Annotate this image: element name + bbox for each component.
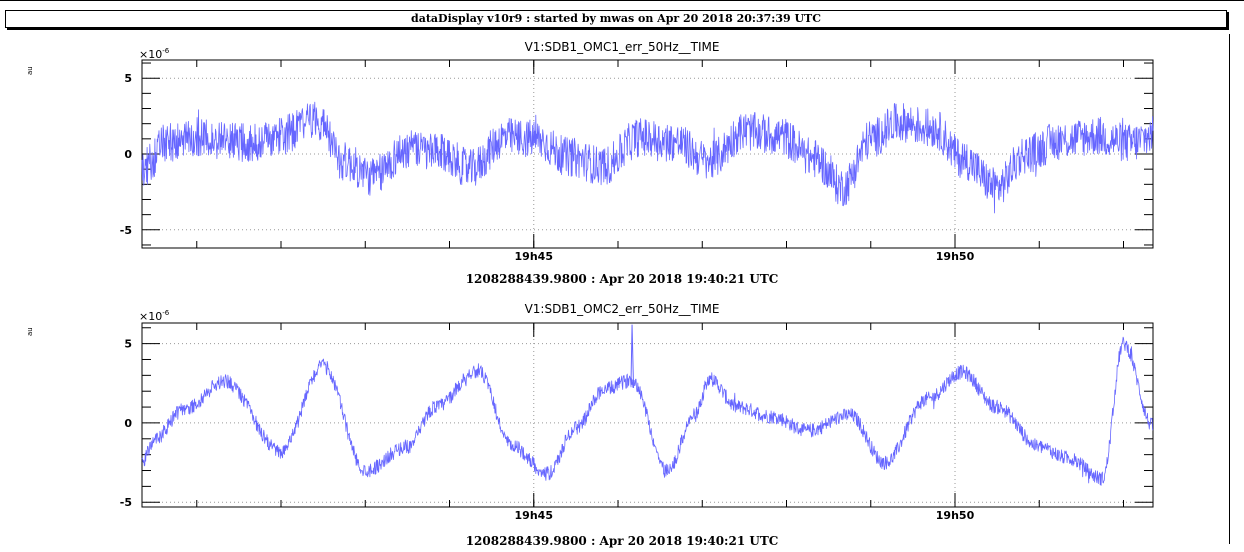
x-tick-label: 19h45 [515,250,553,263]
y-tick-label: 0 [124,148,132,161]
chart-title-omc2: V1:SDB1_OMC2_err_50Hz__TIME [524,302,720,316]
plot-frame [141,322,1154,508]
y-tick-label: 0 [124,417,132,430]
transient-spike [630,324,635,389]
app-banner: dataDisplay v10r9 : started by mwas on A… [5,10,1227,28]
chart-title-omc1: V1:SDB1_OMC1_err_50Hz__TIME [524,40,720,54]
y-exponent-omc2: ×10-6 [139,309,170,323]
y-exponent-omc1: ×10-6 [139,47,170,61]
x-axis-label-omc2: 1208288439.9800 : Apr 20 2018 19:40:21 U… [465,534,779,548]
y-tick-label: -5 [120,496,132,509]
x-axis-label-omc1: 1208288439.9800 : Apr 20 2018 19:40:21 U… [465,272,779,286]
plot-frame [141,59,1154,249]
y-tick-label: -5 [120,224,132,237]
x-tick-label: 19h45 [515,509,553,522]
x-tick-label: 19h50 [936,509,975,522]
plot-omc2: 5 0 -5 19h45 19h50 [120,322,1154,522]
y-tick-label: 5 [124,72,132,85]
window-top-border [0,0,1244,1]
canvas-right-border [1229,34,1230,544]
series-trace [141,101,1154,214]
y-tick-label: 5 [124,338,132,351]
plot-omc1: 5 0 -5 19h45 19h50 [120,59,1154,263]
series-trace [141,336,1154,486]
x-tick-label: 19h50 [936,250,975,263]
